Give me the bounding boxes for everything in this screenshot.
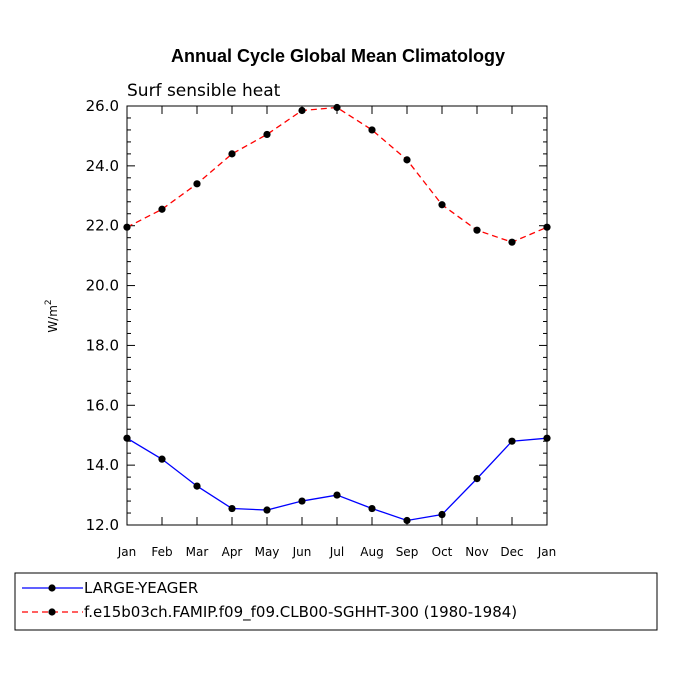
series-2 [123, 103, 551, 246]
y-tick-label: 16.0 [86, 396, 119, 414]
data-point [228, 150, 236, 158]
y-tick-label: 14.0 [86, 456, 119, 474]
legend-marker [48, 608, 56, 616]
y-axis-label-superscript: 2 [44, 299, 54, 305]
series-line [126, 437, 548, 522]
data-point [193, 482, 201, 490]
x-tick-label: Feb [151, 545, 172, 559]
y-tick-label: 12.0 [86, 516, 119, 534]
series-1 [123, 434, 551, 525]
chart-title: Annual Cycle Global Mean Climatology [171, 46, 505, 66]
plot-frame [126, 105, 548, 526]
data-point [508, 238, 516, 246]
data-point [368, 504, 376, 513]
x-tick-label: Mar [186, 545, 209, 559]
data-point [403, 156, 411, 164]
y-tick-label: 20.0 [86, 277, 119, 295]
x-tick-label: Apr [222, 545, 243, 559]
legend-marker [48, 584, 56, 592]
legend-item-2: f.e15b03ch.FAMIP.f09_f09.CLB00-SGHHT-300… [22, 603, 517, 622]
data-point [333, 491, 341, 499]
data-point [473, 475, 481, 483]
legend-box [14, 572, 658, 631]
data-point [263, 506, 271, 514]
y-tick-label: 24.0 [86, 157, 119, 175]
data-point [158, 455, 166, 463]
data-point [543, 434, 551, 442]
y-tick-label: 22.0 [86, 217, 119, 235]
legend-item-1: LARGE-YEAGER [22, 579, 198, 597]
data-point [228, 504, 236, 513]
x-tick-label: Jan [117, 545, 137, 559]
series-line [126, 106, 548, 243]
x-tick-label: Oct [432, 545, 453, 559]
data-point [473, 226, 481, 234]
x-tick-label: Dec [500, 545, 523, 559]
minor-ticks [127, 117, 547, 514]
x-tick-label: Jan [537, 545, 557, 559]
chart-subtitle: Surf sensible heat [127, 81, 281, 101]
y-axis: 12.0 14.0 16.0 18.0 20.0 22.0 24.0 26.0 [86, 97, 547, 534]
data-point [263, 130, 271, 139]
series-group [123, 103, 551, 525]
data-point [193, 180, 201, 188]
data-point [123, 223, 131, 231]
x-tick-label: Sep [396, 545, 419, 559]
y-axis-label: W/m2 [44, 299, 60, 332]
data-point [403, 516, 411, 525]
legend: LARGE-YEAGER f.e15b03ch.FAMIP.f09_f09.CLB… [22, 579, 517, 622]
legend-label: LARGE-YEAGER [84, 579, 198, 597]
data-point [438, 510, 446, 519]
data-point [333, 103, 341, 112]
data-point [543, 223, 551, 231]
data-point [123, 434, 131, 442]
x-tick-label: May [255, 545, 280, 559]
data-point [368, 126, 376, 134]
data-point [298, 106, 306, 115]
data-point [508, 437, 516, 445]
data-point [298, 497, 306, 505]
x-tick-label: Jun [292, 545, 312, 559]
data-point [158, 205, 166, 213]
x-tick-label: Aug [360, 545, 383, 559]
data-point [438, 201, 446, 209]
x-tick-label: Nov [465, 545, 488, 559]
legend-label: f.e15b03ch.FAMIP.f09_f09.CLB00-SGHHT-300… [84, 603, 517, 622]
y-tick-label: 18.0 [86, 336, 119, 354]
y-tick-label: 26.0 [86, 97, 119, 115]
x-axis: Jan Feb Mar Apr May Jun Jul Aug Sep Oct Nov Dec Jan [117, 106, 557, 559]
y-axis-label-main: W/m [46, 305, 60, 333]
x-tick-label: Jul [329, 545, 344, 559]
